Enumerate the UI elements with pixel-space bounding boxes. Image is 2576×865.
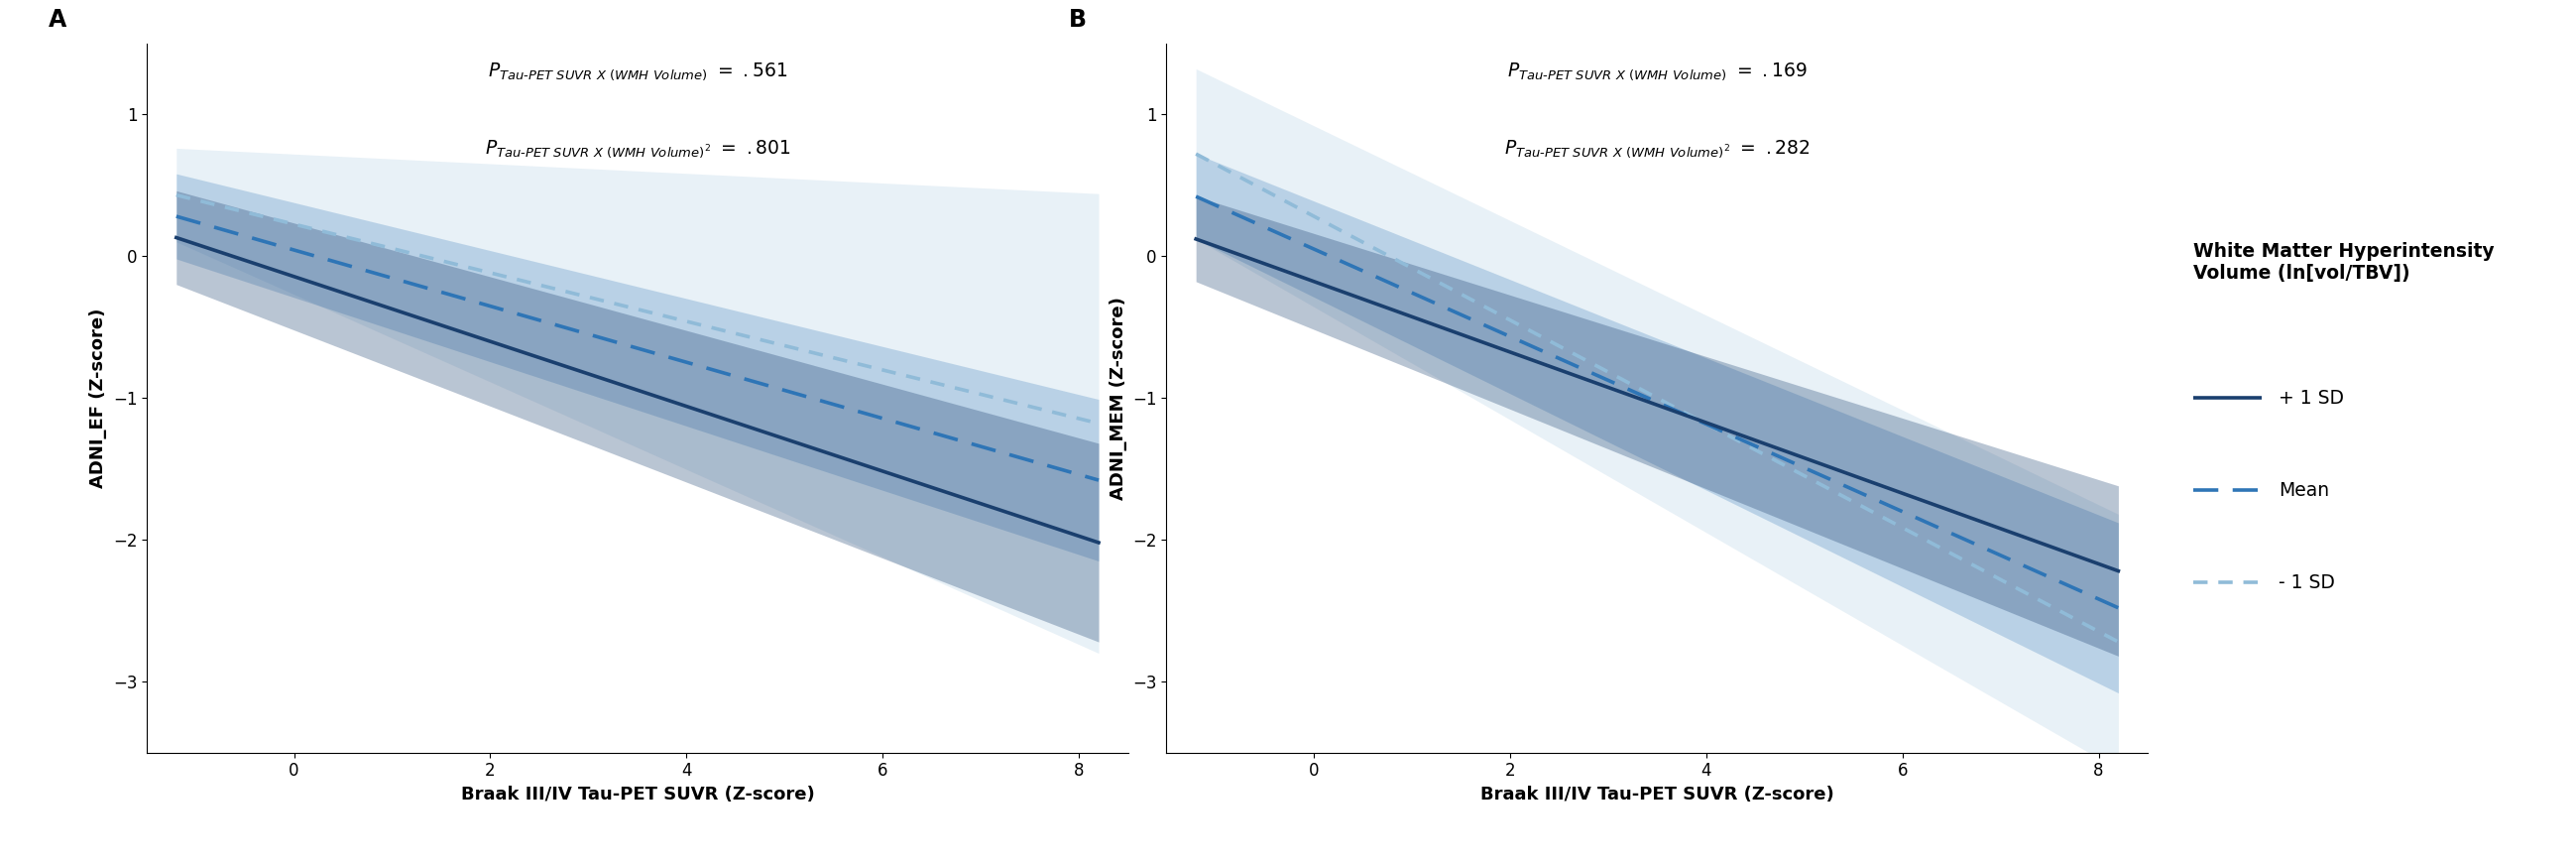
X-axis label: Braak III/IV Tau-PET SUVR (Z-score): Braak III/IV Tau-PET SUVR (Z-score): [1481, 785, 1834, 804]
Text: Mean: Mean: [2280, 481, 2329, 499]
Text: + 1 SD: + 1 SD: [2280, 388, 2344, 407]
Text: B: B: [1069, 8, 1087, 32]
Y-axis label: ADNI_MEM (Z-score): ADNI_MEM (Z-score): [1110, 297, 1128, 499]
Y-axis label: ADNI_EF (Z-score): ADNI_EF (Z-score): [90, 308, 108, 488]
Text: $\mathit{P}_{\mathit{Tau\text{-}PET}\ \mathit{SUVR}\ \mathit{X}\ \mathit{(WMH}\ : $\mathit{P}_{\mathit{Tau\text{-}PET}\ \m…: [1507, 61, 1808, 82]
Text: $\mathit{P}_{\mathit{Tau\text{-}PET}\ \mathit{SUVR}\ \mathit{X}\ \mathit{(WMH}\ : $\mathit{P}_{\mathit{Tau\text{-}PET}\ \m…: [487, 61, 788, 82]
Text: $\mathit{P}_{\mathit{Tau\text{-}PET}\ \mathit{SUVR}\ \mathit{X}\ \mathit{(WMH}\ : $\mathit{P}_{\mathit{Tau\text{-}PET}\ \m…: [484, 139, 791, 160]
Text: White Matter Hyperintensity
Volume (ln[vol/TBV]): White Matter Hyperintensity Volume (ln[v…: [2192, 242, 2494, 283]
Text: - 1 SD: - 1 SD: [2280, 573, 2336, 592]
X-axis label: Braak III/IV Tau-PET SUVR (Z-score): Braak III/IV Tau-PET SUVR (Z-score): [461, 785, 814, 804]
Text: $\mathit{P}_{\mathit{Tau\text{-}PET}\ \mathit{SUVR}\ \mathit{X}\ \mathit{(WMH}\ : $\mathit{P}_{\mathit{Tau\text{-}PET}\ \m…: [1504, 139, 1811, 160]
Text: A: A: [49, 8, 67, 32]
